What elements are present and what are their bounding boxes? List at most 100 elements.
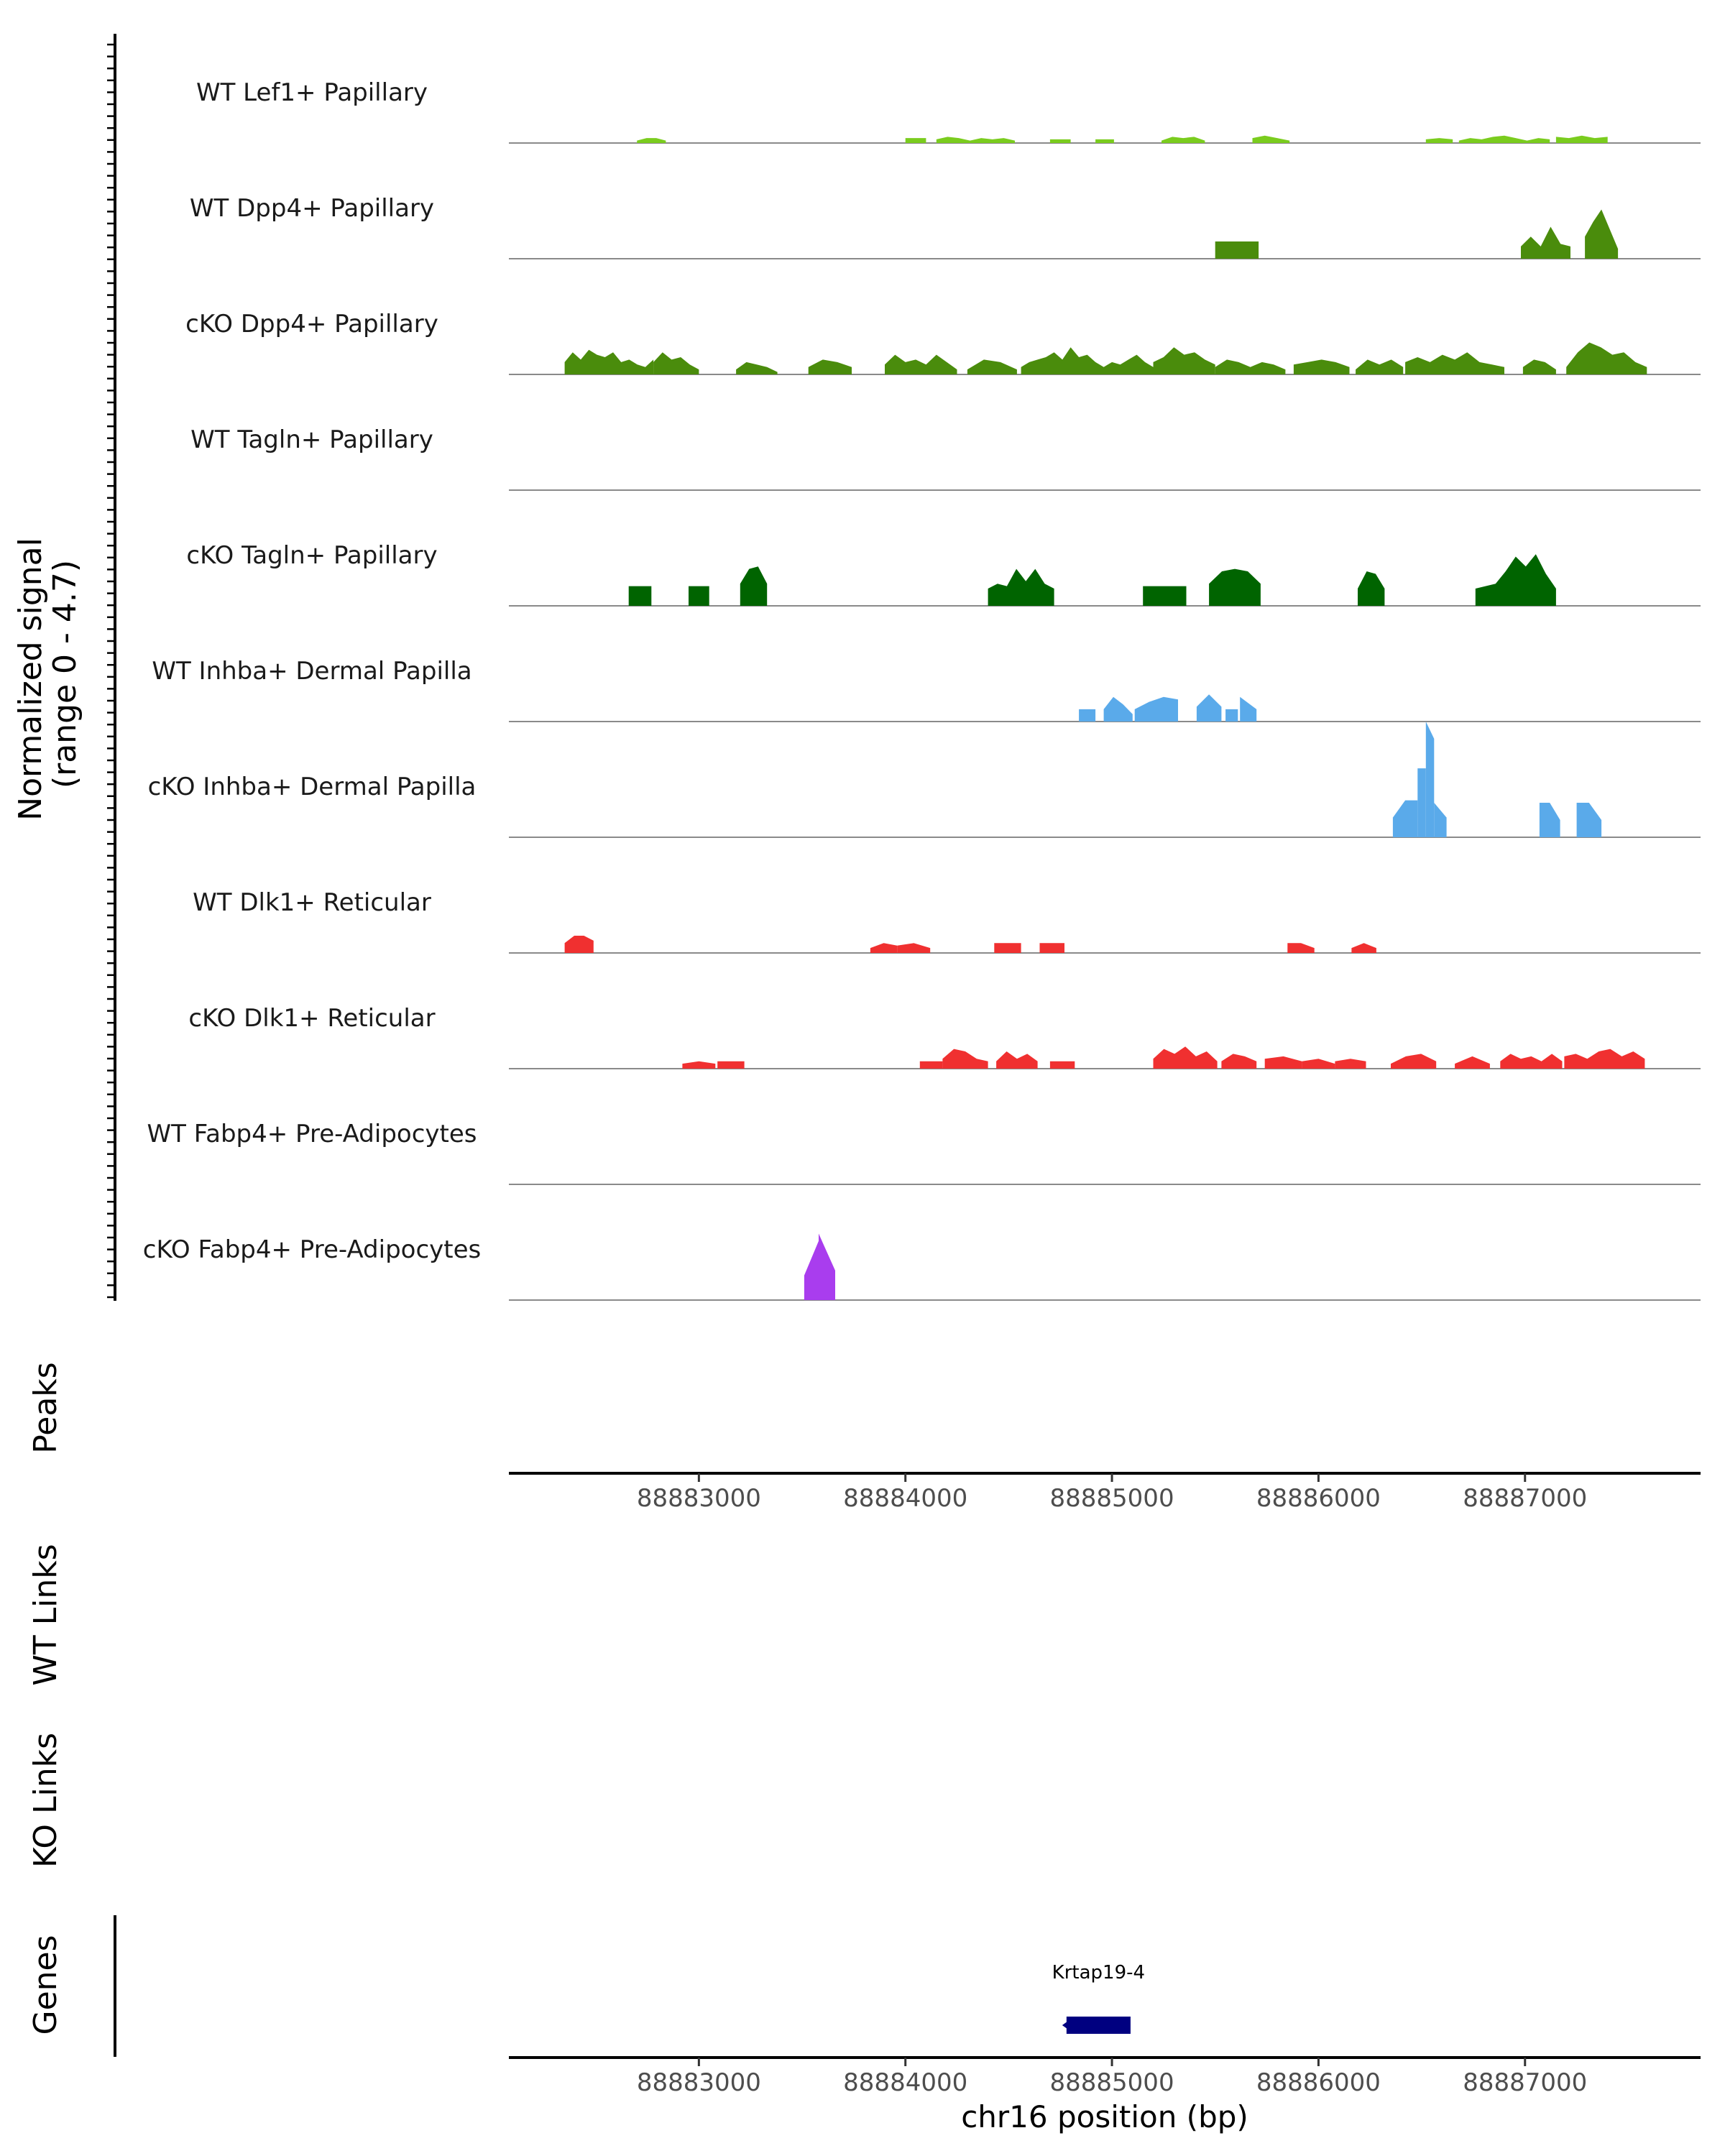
coverage-tracks: WT Lef1+ Papillary WT Dpp4+ Papillary cKO … xyxy=(143,78,1701,1301)
peaks-x-axis: 88883000 88884000 88885000 88886000 88887000 xyxy=(637,1473,1587,1513)
track-label: cKO Fabp4+ Pre-Adipocytes xyxy=(143,1235,482,1264)
track-7: cKO Inhba+ Dermal Papilla xyxy=(148,722,1701,838)
coverage-peak xyxy=(1302,1059,1335,1069)
coverage-peak xyxy=(1252,135,1290,143)
coverage-peak xyxy=(885,354,957,374)
coverage-peak xyxy=(1215,241,1259,259)
x-tick-label: 88886000 xyxy=(1256,2068,1381,2097)
gene-exon xyxy=(1066,2017,1131,2034)
coverage-peak xyxy=(1049,139,1071,143)
track-label: cKO Dpp4+ Papillary xyxy=(185,310,438,338)
coverage-peak xyxy=(1264,1056,1302,1069)
gene-annotation-track: Krtap19-4 xyxy=(1052,1962,1145,2034)
coverage-peak xyxy=(1287,943,1315,953)
coverage-y-axis-ticks xyxy=(107,43,115,1299)
coverage-peak xyxy=(1564,1049,1645,1069)
track-label: WT Dlk1+ Reticular xyxy=(193,888,431,917)
coverage-peak xyxy=(1522,359,1556,374)
coverage-peak xyxy=(1103,696,1133,722)
coverage-peak xyxy=(1095,139,1114,143)
track-label: WT Inhba+ Dermal Papilla xyxy=(152,657,472,686)
x-tick-label: 88884000 xyxy=(843,1484,967,1513)
coverage-peak xyxy=(1585,209,1619,259)
coverage-peak xyxy=(1391,1054,1437,1069)
coverage-peak xyxy=(1539,803,1560,837)
coverage-peak xyxy=(1555,135,1608,143)
track-4: WT Tagln+ Papillary xyxy=(190,425,1701,491)
coverage-peak xyxy=(1434,803,1447,837)
track-11: cKO Fabp4+ Pre-Adipocytes xyxy=(143,1233,1701,1301)
coverage-peak xyxy=(1351,943,1376,953)
coverage-peak xyxy=(1209,568,1261,606)
x-tick-label: 88887000 xyxy=(1463,1484,1587,1513)
track-10: WT Fabp4+ Pre-Adipocytes xyxy=(147,1120,1701,1185)
coverage-peak xyxy=(1425,138,1453,143)
coverage-peak xyxy=(1356,359,1404,374)
coverage-peak xyxy=(1079,709,1096,722)
track-1: WT Lef1+ Papillary xyxy=(196,78,1701,144)
coverage-peak xyxy=(1358,571,1385,606)
coverage-peak xyxy=(1425,722,1435,837)
x-tick-label: 88886000 xyxy=(1256,1484,1381,1513)
coverage-peak xyxy=(897,943,931,953)
track-6: WT Inhba+ Dermal Papilla xyxy=(152,657,1701,722)
coverage-peak xyxy=(637,138,666,143)
coverage-peak xyxy=(1162,137,1205,143)
x-tick-label: 88885000 xyxy=(1050,1484,1174,1513)
x-tick-label: 88883000 xyxy=(637,2068,761,2097)
coverage-peak xyxy=(804,1240,819,1300)
coverage-peak xyxy=(1293,359,1350,374)
coverage-peak xyxy=(1215,359,1286,374)
coverage-peak xyxy=(936,137,1015,143)
coverage-peak xyxy=(564,349,654,374)
coverage-peak xyxy=(1240,696,1257,722)
track-label: WT Lef1+ Papillary xyxy=(196,78,428,107)
coverage-peak xyxy=(1153,1046,1218,1069)
coverage-peak xyxy=(1221,1054,1257,1069)
x-tick-label: 88883000 xyxy=(637,1484,761,1513)
track-label: cKO Dlk1+ Reticular xyxy=(188,1004,435,1033)
coverage-peak xyxy=(1196,694,1222,722)
coverage-peak xyxy=(870,943,898,953)
coverage-peak xyxy=(1455,1056,1490,1069)
track-label: WT Dpp4+ Papillary xyxy=(190,194,434,223)
coverage-peak xyxy=(967,359,1017,374)
coverage-peak xyxy=(1417,768,1426,837)
track-8: WT Dlk1+ Reticular xyxy=(193,888,1701,954)
coverage-peak xyxy=(740,566,768,606)
coverage-peak xyxy=(1576,803,1602,837)
ko-links-panel-title: KO Links xyxy=(27,1733,64,1868)
coverage-peak xyxy=(1521,226,1570,259)
coverage-peak xyxy=(808,359,852,374)
coverage-peak xyxy=(1049,1061,1075,1069)
x-tick-label: 88887000 xyxy=(1463,2068,1587,2097)
coverage-peak xyxy=(942,1049,988,1069)
coverage-peak xyxy=(996,1051,1038,1069)
gene-model: Krtap19-4 xyxy=(1052,1962,1145,2034)
track-label: cKO Inhba+ Dermal Papilla xyxy=(148,773,477,801)
coverage-peak xyxy=(1475,554,1556,606)
coverage-peak xyxy=(682,1061,716,1069)
track-2: WT Dpp4+ Papillary xyxy=(190,194,1701,259)
coverage-peak xyxy=(919,1061,943,1069)
wt-links-panel-title: WT Links xyxy=(27,1544,64,1685)
x-axis-title: chr16 position (bp) xyxy=(961,2099,1248,2134)
coverage-y-axis-title: Normalized signal (range 0 - 4.7) xyxy=(12,528,83,821)
genes-x-axis: 88883000 88884000 88885000 88886000 88887000 xyxy=(637,2058,1587,2097)
coverage-peak xyxy=(1335,1059,1366,1069)
coverage-peak xyxy=(564,936,594,953)
coverage-peak xyxy=(1500,1054,1563,1069)
coverage-peak xyxy=(736,361,778,374)
coverage-peak xyxy=(1039,943,1064,953)
track-label: WT Fabp4+ Pre-Adipocytes xyxy=(147,1120,477,1148)
coverage-peak xyxy=(717,1061,745,1069)
coverage-peak xyxy=(653,352,699,374)
x-tick-label: 88885000 xyxy=(1050,2068,1174,2097)
genes-panel-title: Genes xyxy=(27,1935,64,2035)
coverage-peak xyxy=(988,568,1054,606)
coverage-peak xyxy=(1225,709,1238,722)
track-label: cKO Tagln+ Papillary xyxy=(186,541,437,570)
track-3: cKO Dpp4+ Papillary xyxy=(185,310,1701,375)
track-label: WT Tagln+ Papillary xyxy=(190,425,433,454)
track-5: cKO Tagln+ Papillary xyxy=(186,541,1701,607)
